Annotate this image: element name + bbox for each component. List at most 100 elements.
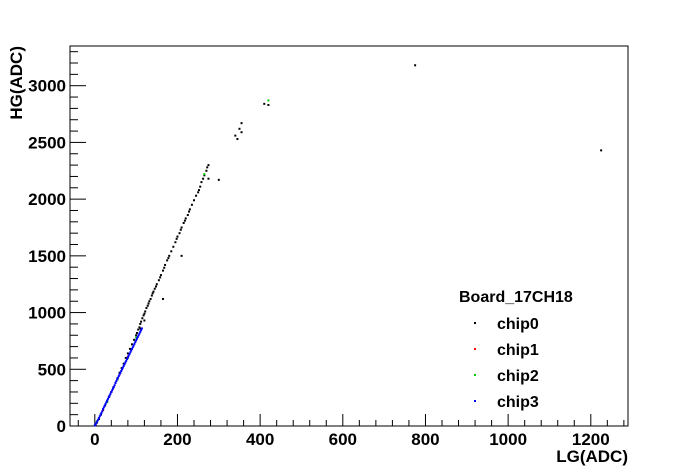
- data-point: [125, 359, 128, 362]
- y-axis-title: HG(ADC): [7, 46, 26, 120]
- data-point: [103, 404, 106, 407]
- legend-label: chip2: [497, 368, 539, 385]
- data-point: [163, 266, 166, 269]
- data-point: [116, 378, 119, 381]
- legend-title: Board_17CH18: [459, 289, 573, 306]
- data-point: [131, 347, 133, 350]
- data-point: [121, 366, 124, 369]
- data-point: [200, 181, 203, 184]
- plot-border: [69, 45, 629, 427]
- data-point: [139, 330, 142, 333]
- data-point: [116, 376, 119, 379]
- data-point: [164, 263, 167, 266]
- data-point: [102, 407, 105, 410]
- legend: Board_17CH18 chip0 chip1 chip2 chip3: [459, 289, 573, 411]
- data-point: [180, 254, 183, 257]
- data-point: [93, 424, 96, 427]
- data-point: [195, 194, 198, 197]
- data-point: [188, 208, 191, 211]
- data-point: [236, 138, 239, 141]
- y-tick-label: 2000: [28, 190, 66, 209]
- data-point: [140, 320, 143, 323]
- data-point: [197, 189, 200, 192]
- data-point: [137, 334, 140, 337]
- data-point: [159, 276, 162, 279]
- x-tick-label: 0: [90, 430, 99, 449]
- data-point: [203, 173, 206, 176]
- data-point: [107, 397, 110, 400]
- data-point: [178, 232, 181, 235]
- data-point: [129, 351, 132, 354]
- data-point: [162, 269, 164, 272]
- data-point: [135, 336, 138, 339]
- data-point: [140, 329, 143, 332]
- data-point: [107, 396, 110, 399]
- data-point: [99, 413, 102, 416]
- data-point: [217, 178, 220, 181]
- data-point: [184, 217, 187, 220]
- legend-marker: [474, 322, 476, 324]
- data-point: [197, 191, 200, 194]
- data-point: [151, 292, 154, 295]
- data-point: [124, 356, 127, 359]
- data-point: [115, 380, 118, 383]
- series-chip3: [93, 327, 143, 427]
- data-point: [205, 169, 208, 172]
- data-point: [143, 312, 146, 315]
- data-point: [126, 356, 129, 359]
- x-tick-label: 1200: [572, 430, 610, 449]
- data-point: [183, 219, 186, 222]
- data-point: [121, 368, 124, 371]
- data-point: [141, 317, 144, 320]
- y-tick-label: 2500: [28, 133, 66, 152]
- data-point: [139, 327, 142, 330]
- data-point: [108, 394, 111, 397]
- data-point: [97, 417, 100, 420]
- data-point: [123, 363, 126, 366]
- data-point: [240, 131, 243, 134]
- data-point: [153, 287, 156, 290]
- data-point: [120, 367, 123, 370]
- data-point: [95, 421, 98, 424]
- data-point: [172, 245, 175, 248]
- legend-marker: [474, 348, 476, 350]
- data-point: [126, 352, 129, 355]
- y-tick-label: 1000: [28, 304, 66, 323]
- data-point: [162, 297, 164, 300]
- data-point: [124, 361, 127, 364]
- data-point: [180, 226, 183, 229]
- data-point: [135, 339, 138, 342]
- data-point: [130, 349, 133, 352]
- data-point: [186, 214, 189, 217]
- data-point: [137, 328, 140, 331]
- x-tick-label: 200: [163, 430, 191, 449]
- data-point: [152, 290, 155, 293]
- data-point: [101, 410, 104, 413]
- legend-marker: [474, 400, 476, 402]
- data-point: [167, 257, 170, 260]
- data-point: [154, 285, 157, 288]
- data-point: [102, 406, 105, 409]
- data-point: [136, 335, 139, 338]
- data-point: [140, 327, 143, 330]
- y-tick-label: 500: [38, 360, 66, 379]
- data-point: [131, 343, 133, 346]
- data-point: [188, 210, 191, 213]
- data-point: [135, 337, 138, 340]
- data-point: [128, 347, 131, 350]
- data-point: [104, 402, 107, 405]
- data-point: [414, 64, 417, 67]
- data-points: [93, 64, 603, 427]
- data-point: [105, 401, 108, 404]
- data-point: [142, 314, 145, 317]
- data-point: [193, 199, 195, 202]
- data-point: [203, 174, 206, 177]
- data-point: [267, 103, 270, 106]
- data-point: [113, 384, 116, 387]
- data-point: [97, 418, 100, 421]
- data-point: [94, 423, 97, 426]
- data-point: [166, 259, 169, 262]
- data-point: [120, 369, 123, 372]
- x-tick-label: 800: [411, 430, 439, 449]
